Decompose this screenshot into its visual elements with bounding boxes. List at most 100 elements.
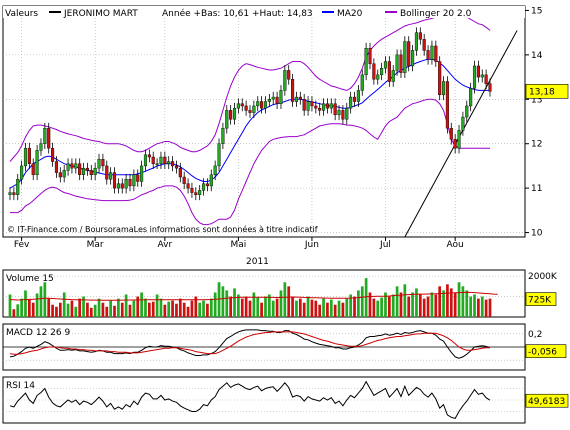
candle-body (62, 170, 66, 178)
month-tick-label: Aou (447, 240, 464, 250)
candle-body (387, 61, 391, 82)
candle-body (368, 48, 372, 64)
volume-title: Volume 15 (6, 274, 54, 284)
candle-body (252, 105, 256, 113)
candle-body (23, 147, 28, 167)
candle-body (31, 163, 35, 176)
volume-bar (353, 296, 356, 317)
candle-body (163, 156, 167, 164)
candle-body (364, 48, 368, 76)
candle-body (66, 163, 70, 171)
last-volume-label: 725K (528, 296, 552, 306)
candle-body (221, 127, 225, 144)
volume-bar (167, 301, 171, 317)
volume-bar (233, 288, 236, 317)
volume-bar (376, 300, 380, 317)
volume-bar (178, 298, 182, 317)
volume-bar (360, 286, 364, 317)
bollinger-lower-line (10, 98, 490, 226)
candle-body (51, 147, 55, 162)
bollinger-upper-line (9, 13, 491, 162)
header-source: Valeurs (5, 9, 38, 19)
macd-axis: 0,2 -0,056 (525, 330, 567, 358)
volume-bar (434, 294, 438, 317)
volume-bar (411, 292, 414, 317)
volume-bar (279, 290, 283, 317)
volume-bar (55, 306, 58, 317)
month-tick-label: Mai (230, 240, 246, 250)
candle-body (132, 174, 136, 187)
volume-axis: 2000K 725K (525, 272, 558, 306)
last-macd-label: -0,056 (528, 348, 557, 358)
volume-bar (109, 300, 112, 317)
volume-bar (260, 302, 263, 317)
candle-body (58, 172, 62, 178)
volume-bar (213, 292, 217, 317)
volume-bar (8, 294, 12, 317)
candle-body (81, 167, 86, 176)
volume-bar (16, 304, 20, 317)
candle-body (54, 161, 59, 173)
candle-body (298, 96, 302, 100)
candle-body (43, 127, 47, 144)
volume-bar (78, 298, 82, 317)
candle-body (337, 110, 341, 116)
volume-ma-line (9, 291, 498, 301)
candle-body (399, 54, 403, 73)
candle-body (341, 110, 345, 120)
volume-bar (217, 282, 221, 317)
rsi-line (9, 380, 491, 419)
header-bar (3, 6, 525, 18)
volume-bar (457, 282, 461, 317)
candle-body (414, 32, 419, 51)
candle-body (155, 163, 159, 165)
price-axis: 15 14 13 12 11 10 13,18 (525, 6, 569, 239)
volume-bar (101, 302, 105, 317)
candle-body (430, 45, 434, 60)
candle-body (174, 165, 179, 169)
candle-body (105, 165, 109, 180)
candle-body (372, 63, 376, 80)
volume-bar (341, 302, 345, 317)
candle-body (78, 163, 82, 176)
candle-body (345, 107, 349, 120)
candle-body (445, 81, 449, 129)
candle-body (306, 101, 310, 111)
volume-bar (271, 300, 275, 317)
candle-body (190, 187, 194, 193)
volume-bar (93, 304, 97, 317)
last-price-label: 13,18 (529, 87, 555, 97)
candle-body (438, 61, 442, 96)
candle-body (302, 99, 306, 111)
volume-bar (418, 294, 422, 317)
volume-bar (248, 300, 252, 317)
last-rsi-label: 49,6183 (528, 397, 565, 407)
month-tick-label: Mar (87, 240, 104, 250)
volume-bar (298, 298, 302, 317)
volume-bar (391, 294, 395, 317)
price-tick-label: 13 (531, 95, 542, 105)
candle-body (209, 174, 213, 187)
rsi-grid (3, 388, 525, 412)
volume-bar (221, 286, 225, 317)
candle-body (376, 74, 380, 80)
volume-bar (318, 304, 322, 317)
volume-bar (465, 290, 469, 317)
candle-body (8, 192, 12, 195)
volume-bar (35, 293, 39, 317)
volume-bar (194, 296, 198, 317)
price-tick-label: 12 (531, 140, 542, 150)
candle-body (453, 139, 457, 149)
volume-bar (484, 299, 488, 317)
candle-body (283, 70, 287, 91)
volume-bar (306, 296, 310, 317)
candle-body (85, 167, 89, 171)
rsi-axis: 49,6183 (525, 393, 569, 408)
volume-bar (43, 282, 47, 317)
candle-body (488, 83, 492, 92)
candle-body (136, 174, 140, 182)
volume-bar (89, 307, 93, 317)
price-tick-label: 11 (531, 184, 542, 194)
bollinger-legend: Bollinger 20 2.0 (400, 9, 472, 19)
volume-bar (58, 302, 62, 317)
